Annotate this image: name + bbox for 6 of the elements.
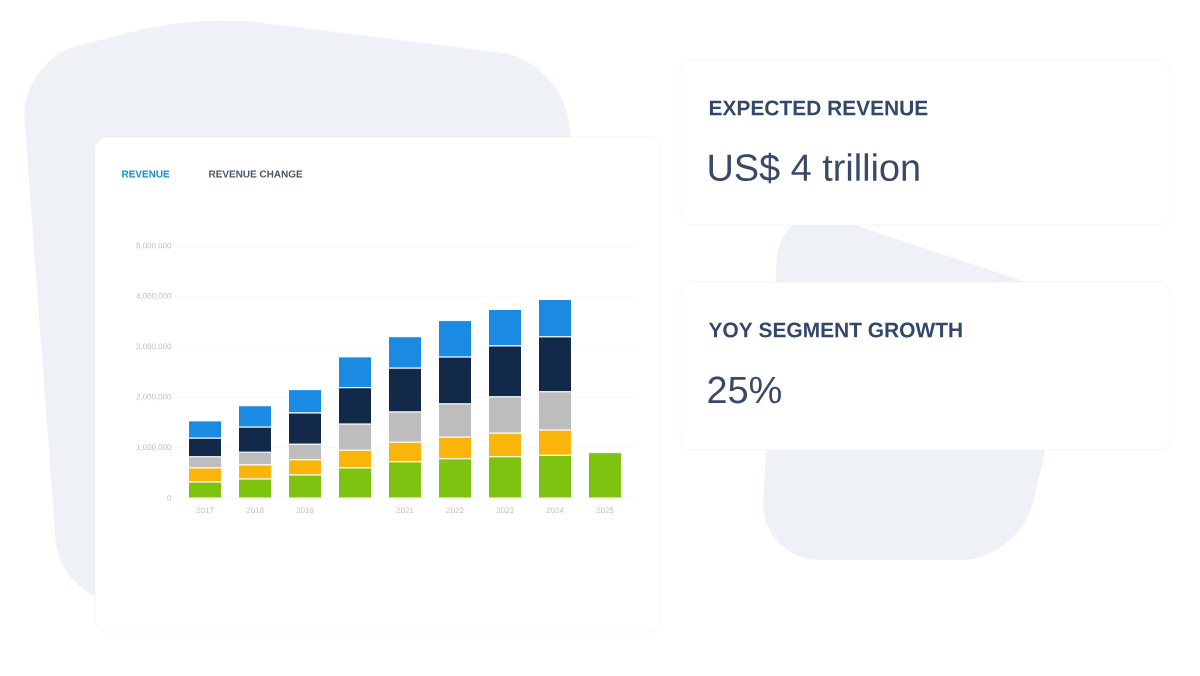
text: REVENUE CHANGE bbox=[209, 170, 303, 178]
text: REVENUE bbox=[122, 170, 170, 178]
text: US$ 4 trillion bbox=[709, 152, 919, 184]
text: EXPECTED REVENUE bbox=[709, 100, 928, 116]
text: 25% bbox=[708, 376, 781, 404]
text: YOY SEGMENT GROWTH bbox=[708, 322, 962, 338]
